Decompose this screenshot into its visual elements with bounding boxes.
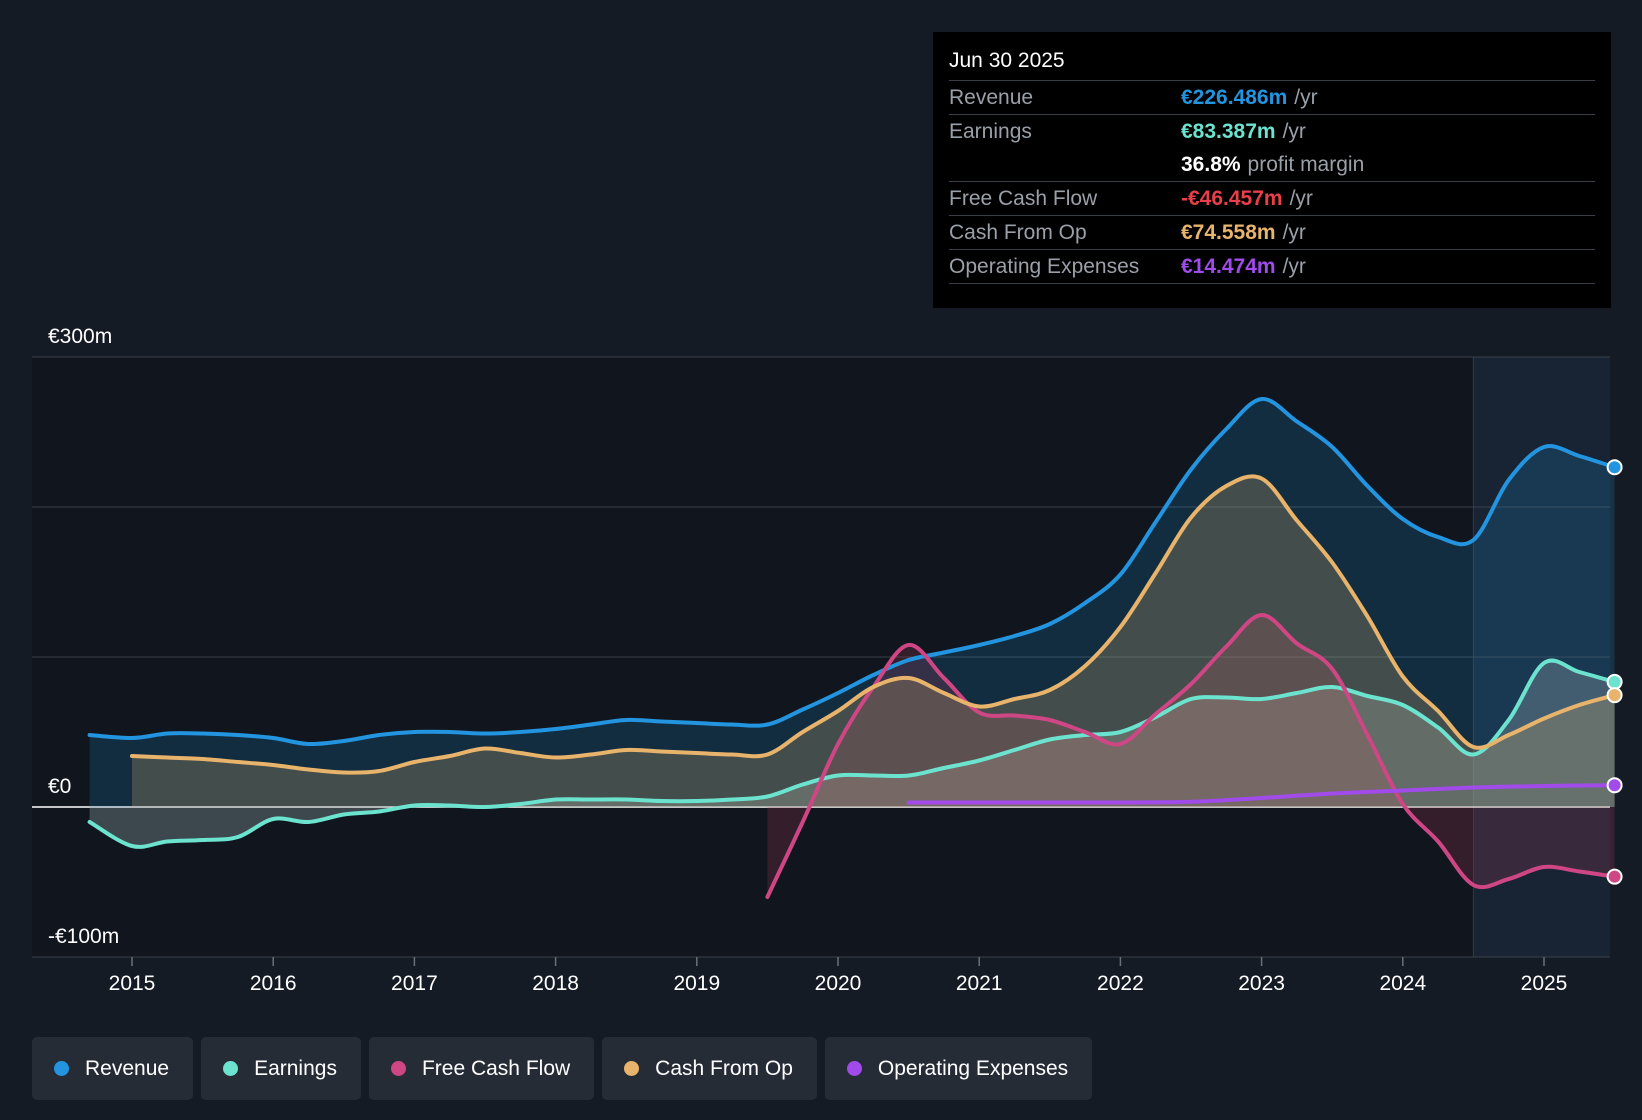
x-tick-label: 2025 [1521, 972, 1568, 995]
tooltip-unit: profit margin [1247, 153, 1365, 176]
legend-label: Operating Expenses [877, 1056, 1069, 1080]
tooltip-row-earnings: Earnings €83.387m /yr [949, 115, 1595, 148]
tooltip-label: Cash From Op [949, 221, 1087, 244]
tooltip-panel: Jun 30 2025 Revenue €226.486m /yr Earnin… [933, 32, 1611, 308]
x-tick-label: 2023 [1238, 972, 1285, 995]
tooltip-row-operating-expenses: Operating Expenses €14.474m /yr [949, 250, 1595, 284]
tooltip-row-profit-margin: 36.8% profit margin [949, 148, 1595, 182]
legend-item-operating-expenses[interactable]: Operating Expenses [824, 1037, 1093, 1100]
tooltip-label: Free Cash Flow [949, 187, 1098, 210]
end-marker-free-cash-flow [1606, 868, 1623, 885]
y-tick-label: -€100m [48, 925, 119, 948]
legend-label: Free Cash Flow [421, 1056, 571, 1080]
x-tick-label: 2019 [673, 972, 720, 995]
tooltip-value: €74.558m [1181, 221, 1276, 244]
legend-item-cash-from-op[interactable]: Cash From Op [602, 1037, 817, 1100]
x-tick-label: 2020 [815, 972, 862, 995]
tooltip-unit: /yr [1289, 187, 1313, 210]
legend-dot-icon [54, 1061, 69, 1076]
legend-item-free-cash-flow[interactable]: Free Cash Flow [368, 1037, 595, 1100]
tooltip-value: €226.486m [1181, 86, 1288, 109]
legend-dot-icon [846, 1061, 862, 1076]
tooltip-date: Jun 30 2025 [949, 46, 1595, 81]
x-tick-label: 2015 [109, 972, 156, 995]
x-tick-label: 2024 [1379, 972, 1426, 995]
area-free-cash-flow [767, 614, 1615, 897]
end-marker-earnings [1606, 673, 1623, 690]
legend-dot-icon [390, 1061, 406, 1076]
legend: Revenue Earnings Free Cash Flow Cash Fro… [32, 1037, 1093, 1100]
legend-label: Revenue [85, 1056, 170, 1080]
end-marker-revenue [1606, 459, 1623, 476]
tooltip-row-cash-from-op: Cash From Op €74.558m /yr [949, 216, 1595, 250]
area-cash-from-op [132, 476, 1615, 807]
tooltip-value: €83.387m [1181, 120, 1276, 143]
tooltip-unit: /yr [1282, 120, 1306, 143]
line-free-cash-flow [765, 613, 1617, 899]
tooltip-unit: /yr [1294, 86, 1318, 109]
x-tick-label: 2017 [391, 972, 438, 995]
y-tick-label: €300m [48, 325, 112, 348]
legend-item-earnings[interactable]: Earnings [201, 1037, 361, 1100]
tooltip-label: Earnings [949, 120, 1032, 143]
end-marker-cash-from-op [1606, 687, 1623, 704]
x-tick-label: 2018 [532, 972, 579, 995]
x-tick-label: 2016 [250, 972, 297, 995]
tooltip-row-revenue: Revenue €226.486m /yr [949, 81, 1595, 115]
tooltip-value: -€46.457m [1181, 187, 1283, 210]
legend-label: Earnings [254, 1056, 337, 1080]
area-revenue [89, 398, 1615, 807]
tooltip-value: €14.474m [1181, 255, 1276, 278]
x-tick-label: 2022 [1097, 972, 1144, 995]
y-tick-label: €0 [48, 775, 71, 798]
tooltip-label [949, 148, 1181, 181]
tooltip-label: Revenue [949, 86, 1034, 109]
legend-item-revenue[interactable]: Revenue [32, 1037, 194, 1100]
end-marker-operating-expenses [1606, 777, 1623, 794]
line-earnings [87, 658, 1617, 849]
tooltip-label: Operating Expenses [949, 255, 1140, 278]
legend-dot-icon [624, 1061, 640, 1076]
x-tick-label: 2021 [956, 972, 1003, 995]
legend-label: Cash From Op [655, 1056, 793, 1080]
legend-dot-icon [223, 1061, 239, 1076]
tooltip-row-free-cash-flow: Free Cash Flow -€46.457m /yr [949, 182, 1595, 216]
line-cash-from-op [130, 474, 1617, 775]
line-revenue [87, 397, 1617, 747]
line-operating-expenses [906, 783, 1617, 805]
tooltip-value: 36.8% [1181, 153, 1241, 176]
tooltip-unit: /yr [1282, 255, 1306, 278]
tooltip-unit: /yr [1282, 221, 1306, 244]
